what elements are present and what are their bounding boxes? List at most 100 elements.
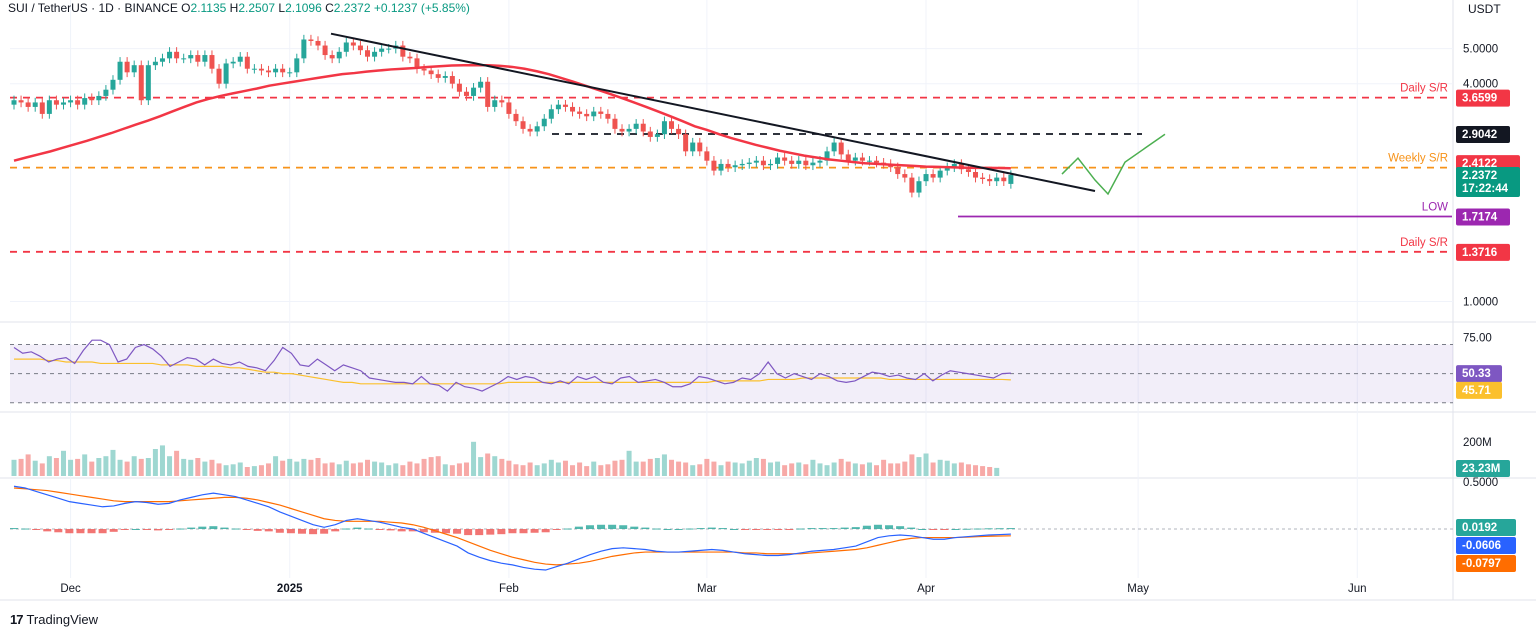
- volume-bar: [951, 463, 957, 476]
- macd-histogram-bar: [995, 528, 1004, 530]
- volume-bar: [336, 464, 342, 476]
- volume-bar: [216, 463, 222, 476]
- volume-bar: [534, 465, 540, 476]
- candle-body: [152, 61, 158, 66]
- candle-body: [562, 104, 568, 107]
- volume-bar: [174, 450, 180, 476]
- volume-bar: [294, 461, 300, 476]
- symbol-title[interactable]: SUI / TetherUS · 1D · BINANCE: [8, 1, 178, 15]
- macd-histogram-bar: [530, 529, 539, 533]
- macd-histogram-bar: [674, 529, 683, 530]
- date-label: Jun: [1348, 583, 1367, 595]
- candle-body: [669, 121, 675, 129]
- volume-bar: [463, 462, 469, 476]
- candle-body: [690, 142, 696, 152]
- candle-body: [365, 50, 370, 57]
- candle-body: [478, 81, 484, 88]
- tradingview-brand[interactable]: 17 TradingView: [10, 612, 98, 627]
- macd-tick-label: 0.5000: [1463, 477, 1498, 489]
- volume-bar: [944, 460, 950, 476]
- date-label: 2025: [277, 583, 303, 595]
- macd-histogram-bar: [464, 529, 473, 536]
- candle-body: [11, 100, 17, 105]
- level-price-tag: [1456, 125, 1510, 143]
- macd-histogram-bar: [696, 528, 705, 530]
- candle-body: [965, 169, 971, 172]
- volume-bar: [506, 460, 512, 476]
- macd-histogram-bar: [641, 527, 650, 529]
- macd-histogram-bar: [940, 529, 949, 530]
- candle-body: [428, 70, 434, 75]
- macd-histogram-bar: [774, 529, 783, 530]
- volume-bar: [103, 456, 109, 476]
- volume-bar: [400, 465, 406, 476]
- candle-body: [188, 55, 194, 59]
- volume-bar: [393, 463, 399, 476]
- volume-bar: [739, 463, 745, 476]
- volume-bar: [152, 449, 158, 476]
- candle-body: [951, 163, 957, 168]
- volume-bar: [75, 458, 81, 476]
- symbol-header: SUI / TetherUS · 1D · BINANCE O2.1135 H2…: [8, 1, 470, 15]
- candle-body: [75, 100, 81, 105]
- candle-body: [732, 165, 738, 168]
- macd-line: [13, 485, 1011, 571]
- volume-bar: [471, 441, 477, 476]
- candle-body: [760, 160, 766, 166]
- volume-bar: [555, 462, 561, 476]
- countdown-label: 17:22:44: [1462, 183, 1509, 195]
- volume-bar: [159, 445, 165, 476]
- candle-body: [605, 113, 611, 119]
- candle-body: [202, 55, 208, 62]
- macd-histogram-bar: [885, 525, 894, 529]
- volume-bar: [838, 458, 844, 476]
- candle-body: [499, 100, 505, 103]
- macd-histogram-bar: [386, 529, 395, 531]
- candle-body: [633, 123, 639, 129]
- candle-body: [174, 51, 180, 59]
- candle-body: [796, 160, 802, 164]
- volume-bar: [365, 459, 370, 476]
- macd-histogram-bar: [309, 529, 318, 535]
- macd-histogram-bar: [962, 528, 971, 530]
- candle-body: [937, 170, 943, 178]
- candle-body: [591, 111, 597, 117]
- candle-body: [96, 95, 102, 101]
- high-label: H: [229, 1, 239, 15]
- volume-bar: [449, 465, 455, 476]
- macd-histogram-bar: [120, 529, 129, 530]
- macd-histogram-bar: [752, 529, 761, 530]
- volume-bar: [209, 459, 215, 476]
- candle-body: [25, 102, 31, 107]
- currency-label[interactable]: USDT: [1468, 2, 1501, 16]
- volume-bar: [386, 465, 392, 476]
- date-label: Feb: [499, 583, 519, 595]
- candle-body: [746, 162, 752, 164]
- candle-body: [167, 51, 173, 59]
- macd-histogram-bar: [541, 529, 550, 533]
- macd-histogram-bar: [763, 529, 772, 530]
- volume-value-label: 23.23M: [1462, 463, 1500, 475]
- macd-histogram-bar: [497, 529, 506, 535]
- volume-bar: [824, 465, 830, 476]
- level-annotation: Daily S/R: [1400, 237, 1448, 249]
- date-label: May: [1127, 583, 1149, 595]
- candle-body: [626, 128, 632, 132]
- change-value: +0.1237 (+5.85%): [373, 1, 470, 15]
- candle-body: [916, 181, 922, 193]
- close-value: 2.2372: [333, 1, 371, 15]
- macd-histogram-bar: [508, 529, 517, 534]
- volume-bar: [577, 462, 583, 476]
- candle-body: [987, 179, 993, 182]
- macd-histogram-bar: [331, 529, 340, 532]
- volume-bar: [223, 465, 229, 476]
- macd-histogram-bar: [918, 529, 927, 530]
- candle-body: [471, 87, 477, 96]
- macd-histogram-bar: [441, 529, 450, 534]
- volume-bar: [258, 465, 264, 476]
- volume-bar: [909, 454, 915, 476]
- level-price-label: 1.7174: [1462, 211, 1498, 223]
- volume-bar: [640, 461, 646, 476]
- candle-body: [647, 131, 653, 137]
